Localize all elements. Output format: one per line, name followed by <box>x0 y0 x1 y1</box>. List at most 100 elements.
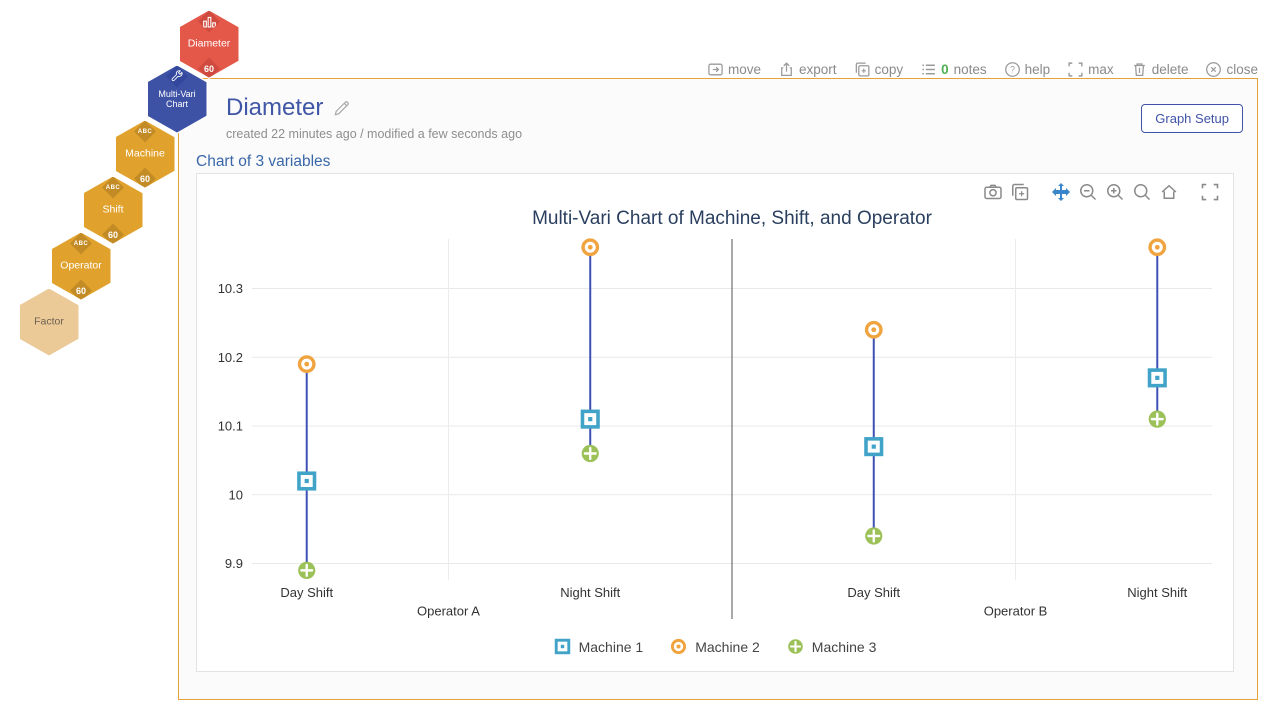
move-label: move <box>728 62 762 77</box>
chart-card: 9.9 10 10.1 10.2 10.3 Day Shift Night Shift Ope… <box>196 173 1234 672</box>
chart-legend: Machine 1 Machine 2 Machine 3 <box>197 638 1233 655</box>
copy-button[interactable]: copy <box>854 61 904 78</box>
svg-text:10: 10 <box>229 487 243 502</box>
svg-text:Night Shift: Night Shift <box>560 585 620 600</box>
copy-icon <box>855 62 870 77</box>
export-button[interactable]: export <box>778 61 837 78</box>
hexagon-shape: ABC Shift 60 <box>82 175 144 245</box>
delete-button[interactable]: delete <box>1131 61 1189 78</box>
multi-vari-chart-plot[interactable]: 9.9 10 10.1 10.2 10.3 Day Shift Night Shift Ope… <box>197 174 1235 671</box>
pencil-icon[interactable] <box>333 100 350 117</box>
svg-text:9.9: 9.9 <box>225 556 243 571</box>
legend-item-machine-2[interactable]: Machine 2 <box>670 638 760 655</box>
square-open-dot-icon <box>554 638 570 655</box>
study-panel: Diameter created 22 minutes ago / modifi… <box>178 78 1258 700</box>
hexagon-shape: Factor <box>18 287 80 357</box>
graph-setup-button[interactable]: Graph Setup <box>1141 104 1243 133</box>
notes-button[interactable]: 0 notes <box>920 61 987 78</box>
title-block: Diameter created 22 minutes ago / modifi… <box>226 94 522 141</box>
bar-chart-icon <box>202 16 216 28</box>
abc-icon: ABC <box>70 232 92 255</box>
svg-text:10.2: 10.2 <box>218 350 243 365</box>
panel-header: Diameter created 22 minutes ago / modifi… <box>179 79 1257 141</box>
help-label: help <box>1024 62 1051 77</box>
node-label: Factor <box>34 315 64 328</box>
svg-text:Operator A: Operator A <box>417 604 480 619</box>
legend-label: Machine 3 <box>811 638 877 655</box>
copy-label: copy <box>874 62 904 77</box>
fullscreen-button[interactable] <box>1199 181 1221 203</box>
workflow-node-factor[interactable]: Factor <box>18 287 80 357</box>
maximize-icon <box>1068 62 1083 77</box>
svg-text:Day Shift: Day Shift <box>847 585 900 600</box>
svg-text:10.3: 10.3 <box>218 281 243 296</box>
node-label: Shift <box>102 203 124 216</box>
zoom-icon <box>1133 183 1151 201</box>
workflow-node-shift[interactable]: ABC Shift 60 <box>82 175 144 245</box>
reset-axes-button[interactable] <box>1158 181 1180 203</box>
notes-count: 0 <box>941 62 949 77</box>
workflow-node-machine[interactable]: ABC Machine 60 <box>114 119 176 189</box>
camera-icon <box>984 184 1002 200</box>
delete-label: delete <box>1151 62 1189 77</box>
created-modified-text: created 22 minutes ago / modified a few … <box>226 127 523 141</box>
legend-item-machine-1[interactable]: Machine 1 <box>554 638 644 655</box>
node-label: Multi-Vari Chart <box>158 89 196 110</box>
close-icon <box>1206 62 1222 77</box>
node-label: Operator <box>60 259 102 272</box>
hexagon-shape: ABC Machine 60 <box>114 119 176 189</box>
section-label: Chart of 3 variables <box>196 153 331 170</box>
zoom-select-button[interactable] <box>1131 181 1153 203</box>
chart-modebar <box>982 181 1221 203</box>
workflow-node-operator[interactable]: ABC Operator 60 <box>50 231 112 301</box>
max-label: max <box>1088 62 1114 77</box>
pan-button[interactable] <box>1050 181 1072 203</box>
svg-text:?: ? <box>1010 65 1015 75</box>
window-toolbar: move export copy 0 notes ? help max dele… <box>707 61 1258 78</box>
node-label: Machine <box>125 147 165 160</box>
page-title-text: Diameter <box>226 94 324 121</box>
wrench-icon <box>171 70 183 82</box>
export-label: export <box>799 62 837 77</box>
zoom-in-icon <box>1106 183 1124 201</box>
fullscreen-icon <box>1201 183 1219 201</box>
zoom-out-icon <box>1079 183 1097 201</box>
pan-icon <box>1052 183 1070 201</box>
export-icon <box>781 62 792 76</box>
legend-label: Machine 1 <box>578 638 644 655</box>
help-icon: ? <box>1004 62 1020 77</box>
notes-label: notes <box>953 62 987 77</box>
zoom-out-button[interactable] <box>1077 181 1099 203</box>
node-label: Diameter <box>187 37 231 50</box>
abc-icon: ABC <box>102 176 124 199</box>
copy-icon <box>1012 183 1029 201</box>
legend-label: Machine 2 <box>695 638 760 655</box>
copy-chart-button[interactable] <box>1009 181 1031 203</box>
zoom-in-button[interactable] <box>1104 181 1126 203</box>
svg-text:10.1: 10.1 <box>218 419 243 434</box>
hex-icon-diamond <box>166 65 188 88</box>
help-button[interactable]: ? help <box>1004 61 1051 78</box>
home-icon <box>1161 184 1177 199</box>
move-button[interactable]: move <box>707 61 761 78</box>
trash-icon <box>1133 63 1145 76</box>
hex-icon-diamond <box>198 10 220 33</box>
abc-icon: ABC <box>134 120 156 143</box>
page-title: Diameter <box>226 94 522 122</box>
legend-item-machine-3[interactable]: Machine 3 <box>787 638 877 655</box>
svg-text:Night Shift: Night Shift <box>1127 585 1187 600</box>
close-button[interactable]: close <box>1205 61 1258 78</box>
svg-text:Day Shift: Day Shift <box>280 585 333 600</box>
circle-open-dot-icon <box>671 638 687 655</box>
workflow-node-multi-vari-chart[interactable]: Multi-Vari Chart <box>146 64 208 134</box>
notes-icon <box>922 64 935 75</box>
circle-cross-icon <box>787 639 803 654</box>
workflow-node-diameter[interactable]: Diameter 60 <box>178 9 240 79</box>
svg-text:Multi-Vari Chart of Machine, S: Multi-Vari Chart of Machine, Shift, and … <box>532 208 933 229</box>
close-label: close <box>1226 62 1258 77</box>
snapshot-button[interactable] <box>982 181 1004 203</box>
maximize-button[interactable]: max <box>1067 61 1114 78</box>
svg-text:Operator B: Operator B <box>984 604 1048 619</box>
move-icon <box>708 63 723 76</box>
